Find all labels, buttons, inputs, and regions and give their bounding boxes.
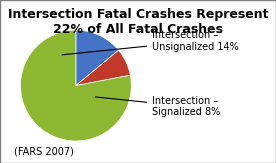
Wedge shape — [20, 30, 131, 141]
Wedge shape — [76, 30, 119, 86]
Wedge shape — [76, 50, 130, 86]
Text: (FARS 2007): (FARS 2007) — [14, 147, 74, 156]
Text: Intersection –
Signalized 8%: Intersection – Signalized 8% — [95, 96, 220, 117]
Text: Intersection Fatal Crashes Represent
22% of All Fatal Crashes: Intersection Fatal Crashes Represent 22%… — [8, 8, 268, 36]
Text: Intersection –
Unsignalized 14%: Intersection – Unsignalized 14% — [62, 30, 239, 55]
